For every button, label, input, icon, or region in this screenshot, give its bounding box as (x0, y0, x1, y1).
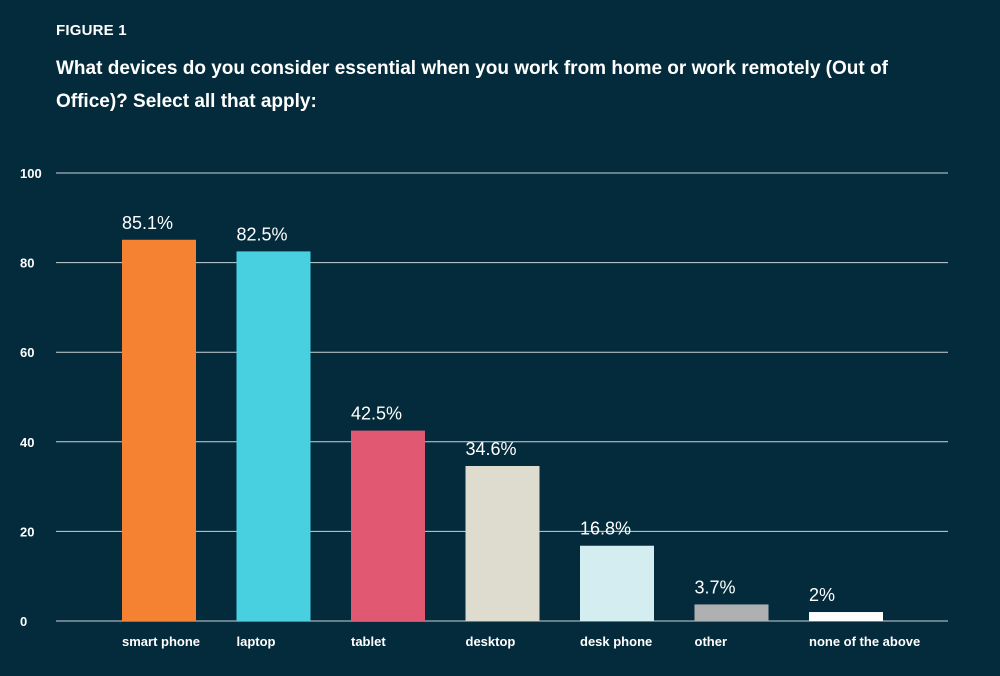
x-category-label: none of the above (809, 634, 920, 649)
bar-desktop (465, 465, 540, 621)
bar-desk-phone (580, 545, 654, 621)
x-category-label: desktop (466, 634, 516, 649)
bar-tablet (351, 430, 425, 621)
data-label: 2% (809, 585, 835, 605)
x-category-label: laptop (237, 634, 276, 649)
y-tick-label: 100 (20, 166, 42, 181)
chart-title: What devices do you consider essential w… (56, 58, 888, 112)
bar-other (694, 604, 769, 621)
bar-none-of-the-above (809, 612, 883, 621)
bar-smart-phone (122, 239, 196, 621)
y-tick-label: 80 (20, 256, 34, 271)
y-tick-label: 60 (20, 345, 34, 360)
y-tick-label: 40 (20, 435, 34, 450)
figure-label: FIGURE 1 (56, 22, 127, 39)
x-category-label: desk phone (580, 634, 652, 649)
data-label: 85.1% (122, 213, 173, 233)
data-label: 82.5% (237, 224, 288, 244)
bars (122, 239, 883, 621)
data-label: 42.5% (351, 404, 402, 424)
data-labels: 85.1% 82.5% 42.5% 34.6% 16.8% 3.7% 2% (122, 213, 835, 605)
y-tick-label: 20 (20, 524, 34, 539)
data-label: 16.8% (580, 519, 631, 539)
data-label: 3.7% (695, 577, 736, 597)
x-axis-labels: smart phone laptop tablet desktop desk phone… (122, 634, 920, 649)
bar-laptop (236, 251, 311, 621)
data-label: 34.6% (466, 439, 517, 459)
y-tick-label: 0 (20, 614, 27, 629)
x-category-label: tablet (351, 634, 386, 649)
y-axis-ticks: 0 20 40 60 80 100 (20, 166, 42, 629)
x-category-label: other (695, 634, 728, 649)
x-category-label: smart phone (122, 634, 200, 649)
